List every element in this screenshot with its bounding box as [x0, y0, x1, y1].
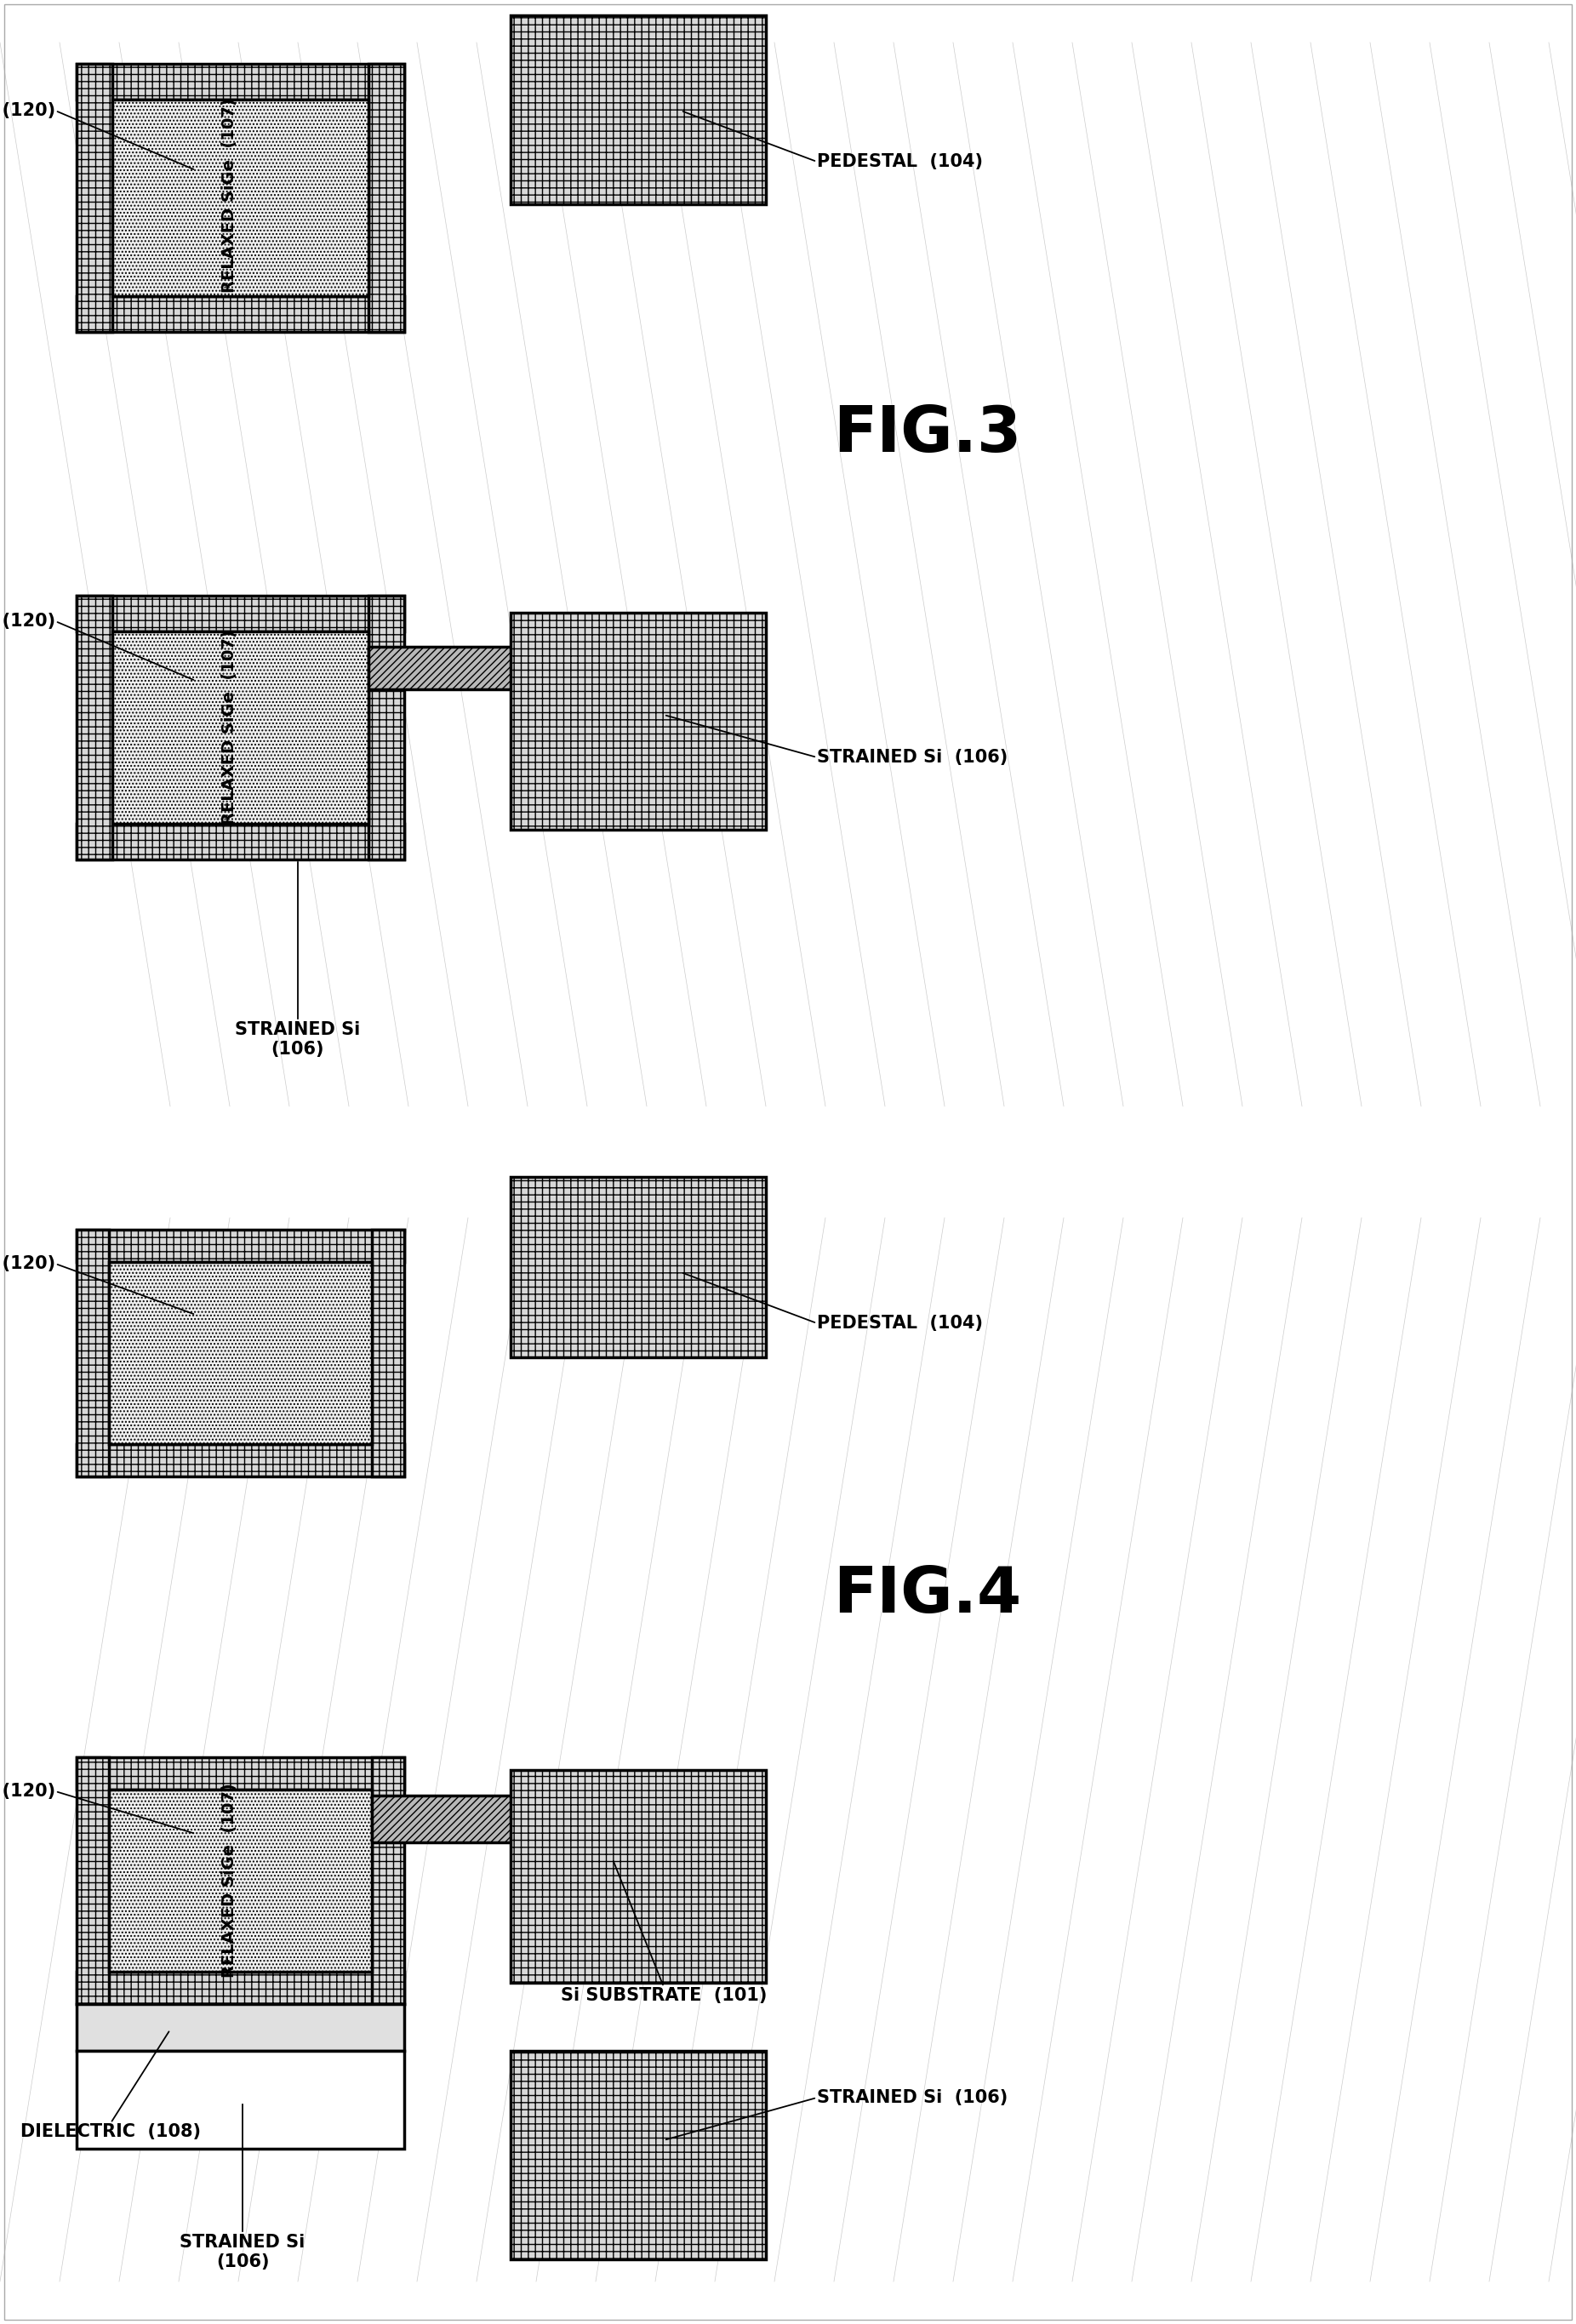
Text: STRAINED Si
(106): STRAINED Si (106): [235, 1020, 361, 1057]
Bar: [77, 1757, 109, 2003]
Bar: [77, 1229, 109, 1476]
Text: STRAINED Si  (106): STRAINED Si (106): [816, 748, 1007, 767]
Bar: [112, 632, 369, 823]
Bar: [372, 1229, 403, 1476]
Text: FIG.3: FIG.3: [834, 402, 1021, 465]
Bar: [369, 646, 519, 690]
Text: RELAXED SiGe  (107): RELAXED SiGe (107): [222, 98, 238, 293]
Bar: [77, 1757, 403, 1789]
Text: STRAINED Si  (106): STRAINED Si (106): [816, 2089, 1007, 2106]
Bar: [109, 1789, 372, 1971]
Text: Si SUBSTRATE  (101): Si SUBSTRATE (101): [561, 1987, 768, 2003]
Bar: [77, 823, 403, 860]
Text: PEDESTAL  (104): PEDESTAL (104): [816, 1315, 983, 1332]
Bar: [369, 595, 403, 860]
Bar: [511, 1771, 766, 1982]
Bar: [372, 1757, 403, 2003]
Text: STRAINED Si CAP  (120): STRAINED Si CAP (120): [0, 614, 55, 630]
Bar: [77, 595, 403, 632]
Bar: [109, 1262, 372, 1443]
Bar: [77, 2050, 403, 2150]
Text: PEDESTAL  (104): PEDESTAL (104): [816, 153, 983, 170]
Text: STRAINED Si CAP  (120): STRAINED Si CAP (120): [0, 1783, 55, 1799]
Text: RELAXED SiGe  (107): RELAXED SiGe (107): [222, 630, 238, 825]
Bar: [511, 2050, 766, 2259]
Bar: [372, 1796, 519, 1843]
Bar: [77, 295, 403, 332]
Bar: [369, 63, 403, 332]
Bar: [77, 2003, 403, 2050]
Bar: [511, 614, 766, 830]
Bar: [511, 1176, 766, 1357]
Bar: [77, 1229, 403, 1262]
Text: STRAINED Si CAP  (120): STRAINED Si CAP (120): [0, 102, 55, 119]
Text: FIG.4: FIG.4: [834, 1564, 1021, 1627]
Text: RELAXED SiGe  (107): RELAXED SiGe (107): [222, 1783, 238, 1978]
Bar: [77, 63, 112, 332]
Bar: [112, 100, 369, 295]
Text: STRAINED Si CAP  (120): STRAINED Si CAP (120): [0, 1255, 55, 1271]
Bar: [511, 16, 766, 205]
Text: DIELECTRIC  (108): DIELECTRIC (108): [20, 2124, 200, 2140]
Bar: [77, 1971, 403, 2003]
Text: STRAINED Si
(106): STRAINED Si (106): [180, 2233, 306, 2271]
Bar: [77, 595, 112, 860]
Bar: [77, 1443, 403, 1476]
Bar: [77, 63, 403, 100]
